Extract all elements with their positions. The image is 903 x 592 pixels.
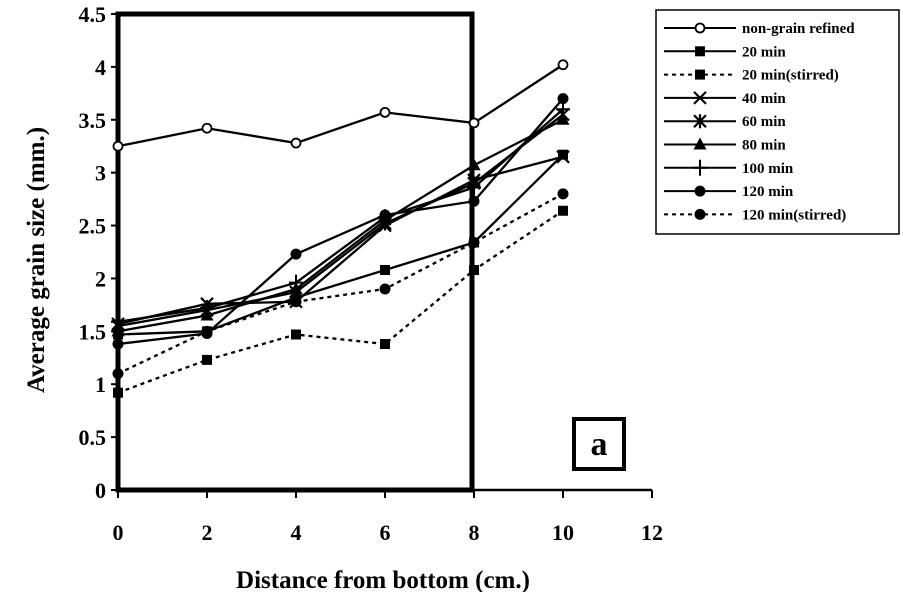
legend-swatch-marker xyxy=(694,208,706,220)
series-2 xyxy=(113,205,568,398)
legend-item: 20 min(stirred) xyxy=(664,68,839,84)
y-tick-label: 4 xyxy=(95,55,106,80)
series-line xyxy=(117,108,564,323)
data-point xyxy=(290,248,302,260)
y-tick-label: 1.5 xyxy=(79,319,107,344)
legend-swatch-marker xyxy=(695,46,705,57)
data-point xyxy=(111,324,125,337)
legend-label: non-grain refined xyxy=(742,21,855,37)
data-point xyxy=(558,149,568,160)
series-3 xyxy=(111,150,570,331)
series-0 xyxy=(112,59,569,152)
data-point xyxy=(557,59,569,71)
x-axis-title: Distance from bottom (cm.) xyxy=(236,567,530,592)
series-5 xyxy=(111,112,570,337)
legend-label: 20 min(stirred) xyxy=(742,68,839,84)
legend-item: non-grain refined xyxy=(664,21,855,37)
data-point xyxy=(468,117,480,129)
legend-label: 120 min(stirred) xyxy=(742,207,846,223)
data-point xyxy=(111,313,125,330)
data-point xyxy=(201,122,213,134)
legend-swatch-marker xyxy=(693,91,707,105)
x-tick-label: 6 xyxy=(380,520,391,545)
legend-item: 20 min xyxy=(664,44,786,60)
y-tick-label: 3.5 xyxy=(79,108,107,133)
data-point xyxy=(379,209,391,221)
x-tick-label: 12 xyxy=(641,520,663,545)
data-point xyxy=(113,387,123,398)
legend-label: 100 min xyxy=(742,161,794,177)
data-point xyxy=(112,368,124,380)
series-line xyxy=(117,97,564,346)
legend-label: 20 min xyxy=(742,44,786,60)
legend-swatch-marker xyxy=(693,114,707,129)
legend-swatch-marker xyxy=(693,159,707,176)
data-point xyxy=(112,140,124,152)
series-line xyxy=(117,192,564,375)
data-point xyxy=(556,150,570,164)
legend-item: 100 min xyxy=(664,159,794,177)
series-group xyxy=(111,59,570,398)
y-tick-label: 0 xyxy=(95,478,106,503)
series-line xyxy=(117,209,564,394)
legend: non-grain refined 20 min 20 min(stirred) 40… xyxy=(655,9,900,235)
legend-item: 40 min xyxy=(664,91,786,107)
series-8 xyxy=(112,188,569,380)
legend-item: 120 min(stirred) xyxy=(664,207,846,223)
data-point xyxy=(379,106,391,118)
series-line xyxy=(117,113,564,328)
y-tick-label: 2 xyxy=(95,266,106,291)
legend-swatch-marker xyxy=(694,22,706,34)
series-line xyxy=(117,155,564,326)
x-tick-label: 4 xyxy=(291,520,302,545)
series-4 xyxy=(111,107,570,334)
legend-item: 120 min xyxy=(664,184,794,200)
y-tick-label: 3 xyxy=(95,161,106,186)
legend-swatch-marker xyxy=(694,185,706,197)
x-tick-label: 2 xyxy=(202,520,213,545)
data-point xyxy=(380,339,390,350)
y-tick-label: 4.5 xyxy=(79,2,107,27)
data-point xyxy=(290,137,302,149)
data-point xyxy=(380,264,390,275)
x-tick-label: 0 xyxy=(113,520,124,545)
legend-label: 80 min xyxy=(742,138,786,154)
panel-label-box xyxy=(572,417,626,471)
data-point xyxy=(200,300,214,317)
series-line xyxy=(117,118,564,333)
data-point xyxy=(557,188,569,200)
panel-label: a xyxy=(591,426,608,463)
data-point xyxy=(558,205,568,216)
legend-label: 40 min xyxy=(742,91,786,107)
data-point xyxy=(469,264,479,275)
y-axis-title: Average grain size (mm.) xyxy=(23,127,50,393)
data-point xyxy=(468,236,480,248)
y-tick-label: 1 xyxy=(95,372,106,397)
data-point xyxy=(290,296,302,308)
data-point xyxy=(467,158,481,171)
x-tick-label: 10 xyxy=(552,520,574,545)
series-line xyxy=(117,153,564,336)
legend-item: 80 min xyxy=(664,137,786,154)
data-point xyxy=(202,354,212,365)
legend-label: 60 min xyxy=(742,114,786,130)
legend-label: 120 min xyxy=(742,184,794,200)
data-point xyxy=(468,195,480,207)
data-point xyxy=(467,179,481,196)
data-point xyxy=(289,274,303,291)
legend-swatch-marker xyxy=(693,137,707,150)
legend-swatch-marker xyxy=(695,69,705,80)
data-point xyxy=(291,329,301,340)
data-point xyxy=(112,338,124,350)
y-tick-label: 0.5 xyxy=(79,425,107,450)
data-point xyxy=(201,325,213,337)
data-point xyxy=(557,93,569,105)
series-line xyxy=(117,63,564,148)
data-point xyxy=(379,283,391,295)
x-tick-label: 8 xyxy=(469,520,480,545)
data-point xyxy=(556,112,570,125)
y-tick-label: 2.5 xyxy=(79,214,107,239)
legend-item: 60 min xyxy=(664,114,786,130)
